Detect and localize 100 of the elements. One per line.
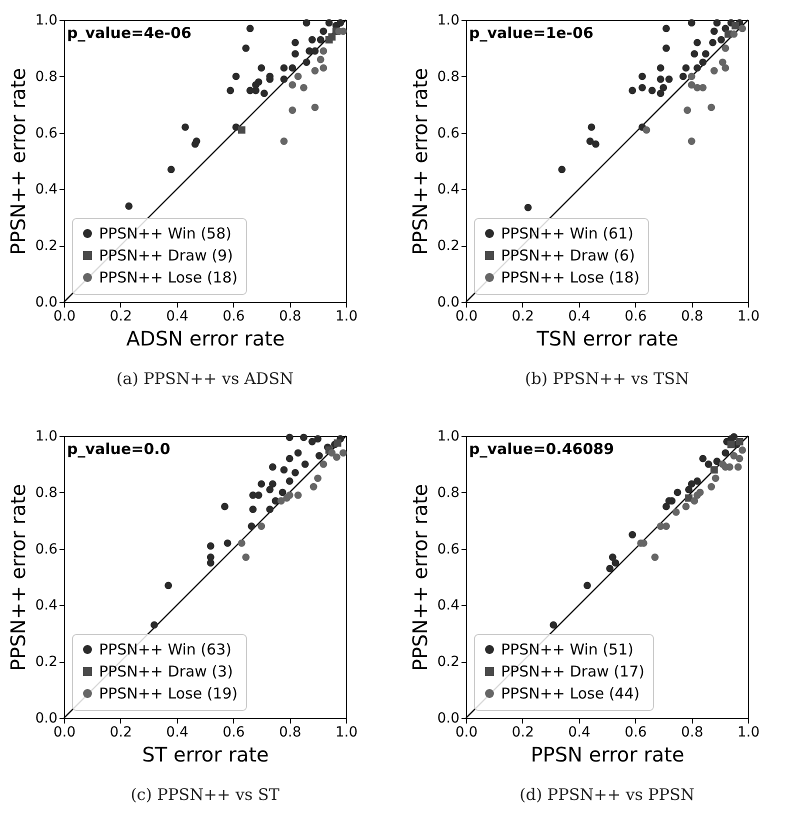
point	[226, 86, 234, 94]
annotation: p_value=0.0	[67, 440, 170, 458]
point	[310, 483, 318, 490]
legend-label: PPSN++ Draw (6)	[501, 246, 635, 264]
point	[206, 559, 214, 567]
point	[294, 72, 302, 80]
point	[238, 126, 246, 134]
point	[696, 488, 704, 496]
point	[710, 466, 718, 474]
point	[718, 58, 726, 66]
point	[710, 67, 718, 74]
annotation: p_value=4e-06	[67, 24, 192, 42]
point	[688, 138, 696, 145]
x-tick-label: 1.0	[335, 724, 358, 740]
point	[308, 36, 316, 44]
point	[699, 58, 707, 66]
point	[690, 497, 698, 505]
legend-label: PPSN++ Win (61)	[501, 224, 634, 242]
point	[708, 483, 716, 490]
point	[278, 488, 286, 496]
point	[738, 446, 746, 454]
y-tick-label: 0.6	[35, 541, 58, 558]
x-tick-label: 0.0	[455, 308, 478, 324]
point	[320, 28, 328, 35]
point	[708, 104, 716, 112]
point	[688, 480, 696, 488]
point	[328, 33, 336, 41]
point	[339, 449, 347, 457]
point	[286, 454, 294, 462]
point	[308, 438, 316, 446]
point	[606, 564, 614, 572]
point	[268, 480, 276, 488]
legend-label: PPSN++ Lose (18)	[501, 268, 640, 286]
x-tick-label: 1.0	[737, 724, 760, 740]
point	[258, 64, 266, 72]
point	[260, 90, 268, 98]
x-tick-label: 0.2	[110, 724, 132, 740]
y-tick-label: 0.8	[35, 68, 58, 85]
point	[722, 449, 730, 457]
point	[699, 454, 707, 462]
point	[232, 72, 240, 80]
point	[221, 502, 228, 510]
point	[730, 452, 738, 460]
y-tick-label: 0.0	[437, 710, 460, 726]
y-tick-label: 0.0	[437, 294, 460, 310]
point	[586, 138, 594, 145]
legend-label: PPSN++ Win (51)	[501, 640, 634, 658]
point	[665, 76, 673, 83]
point	[713, 458, 721, 466]
x-tick-label: 0.8	[680, 724, 704, 740]
point	[651, 554, 659, 561]
point	[301, 460, 309, 468]
point	[311, 47, 319, 55]
y-tick-label: 0.4	[437, 182, 460, 198]
point	[249, 506, 257, 514]
point	[288, 81, 296, 89]
point	[612, 559, 620, 567]
legend-label: PPSN++ Win (63)	[99, 640, 232, 658]
y-tick-label: 1.0	[35, 428, 58, 444]
x-tick-label: 0.8	[278, 724, 302, 740]
point	[684, 106, 692, 114]
point	[694, 477, 701, 485]
point	[242, 44, 250, 52]
point	[248, 522, 256, 530]
point	[292, 38, 299, 46]
point	[736, 454, 744, 462]
point	[710, 28, 718, 35]
point	[316, 36, 324, 44]
point	[679, 72, 687, 80]
point	[286, 434, 294, 442]
point	[558, 166, 566, 174]
point	[662, 522, 670, 530]
y-tick-label: 0.6	[437, 125, 460, 142]
point	[660, 84, 668, 92]
legend-label: PPSN++ Lose (18)	[99, 268, 238, 286]
point	[242, 554, 250, 561]
point	[608, 554, 616, 561]
y-tick-label: 0.0	[35, 294, 58, 310]
point	[638, 72, 646, 80]
point	[628, 86, 636, 94]
point	[332, 453, 340, 461]
point	[320, 47, 328, 55]
point	[164, 582, 172, 590]
legend-label: PPSN++ Lose (44)	[501, 684, 640, 702]
point	[736, 438, 744, 446]
point	[246, 24, 254, 32]
point	[288, 106, 296, 114]
y-tick-label: 0.8	[437, 68, 460, 85]
y-tick-label: 0.8	[35, 484, 58, 501]
x-tick-label: 0.8	[278, 308, 302, 324]
y-axis-title: PPSN++ error rate	[6, 68, 30, 256]
x-tick-label: 0.4	[568, 308, 591, 324]
point	[588, 123, 596, 131]
point	[550, 621, 558, 629]
annotation: p_value=0.46089	[469, 440, 614, 458]
point	[727, 440, 735, 448]
point	[294, 492, 302, 499]
point	[688, 72, 696, 80]
point	[266, 486, 274, 494]
y-tick-label: 1.0	[437, 428, 460, 444]
